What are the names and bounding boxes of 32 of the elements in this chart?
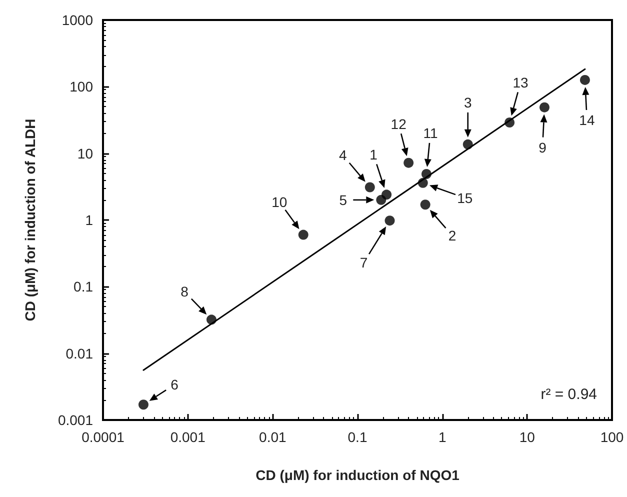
y-axis-title: CD (μM) for induction of ALDH [22, 118, 38, 322]
annotation: 9 [538, 139, 547, 156]
y-tick-label: 0.01 [66, 345, 94, 362]
x-tick-label: 10 [519, 429, 536, 445]
y-tick-label: 1000 [62, 12, 94, 28]
annotation: 12 [390, 116, 407, 132]
annotation: 15 [457, 190, 473, 206]
annotation: r² = 0.94 [540, 386, 597, 403]
x-tick-label: 100 [600, 429, 624, 445]
annotation: 5 [339, 192, 348, 208]
annotation: 10 [272, 194, 288, 210]
x-axis-title: CD (μM) for induction of NQO1 [256, 467, 460, 483]
y-tick-label: 10 [77, 145, 94, 162]
annotation: 3 [464, 94, 472, 110]
y-tick-label: 0.1 [74, 278, 94, 295]
annotation: 11 [423, 124, 438, 141]
x-tick-label: 1 [438, 429, 446, 445]
annotation: 2 [448, 228, 456, 244]
annotation: 1 [370, 146, 378, 163]
x-tick-label: 0.001 [170, 429, 206, 445]
x-tick-label: 0.0001 [82, 429, 125, 445]
annotation: 8 [180, 284, 189, 300]
annotation: 13 [512, 74, 529, 91]
annotation: 6 [170, 376, 179, 393]
annotation: 4 [339, 147, 347, 164]
x-tick-label: 0.01 [259, 429, 287, 445]
annotation: 14 [579, 112, 595, 128]
y-tick-label: 1 [85, 212, 94, 228]
annotation: 7 [360, 254, 368, 271]
x-tick-label: 0.1 [348, 429, 368, 445]
y-tick-label: 0.001 [58, 412, 94, 428]
y-tick-label: 100 [70, 78, 94, 95]
